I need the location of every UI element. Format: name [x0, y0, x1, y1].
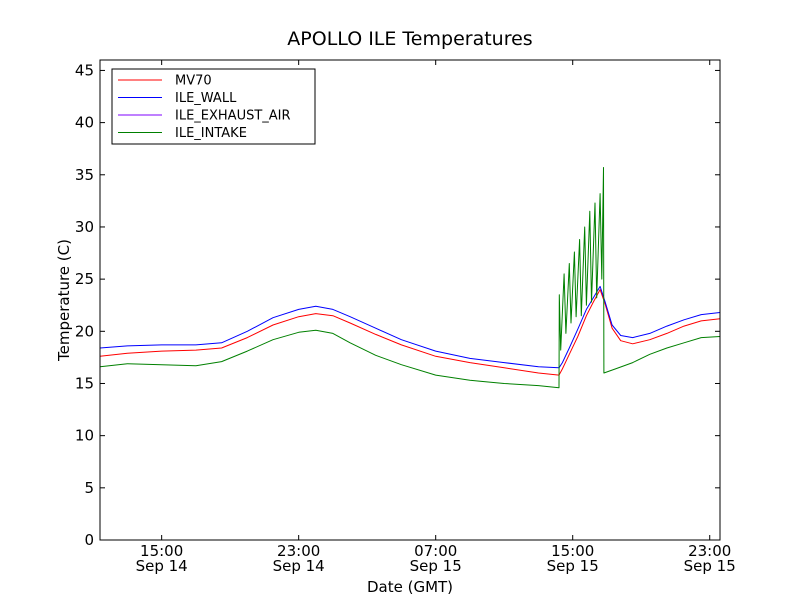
x-tick-label-date: Sep 15: [547, 557, 599, 575]
y-tick-label: 40: [75, 114, 94, 132]
legend-label: MV70: [175, 74, 212, 89]
legend-label: ILE_INTAKE: [175, 126, 247, 141]
chart-title: APOLLO ILE Temperatures: [287, 28, 532, 50]
series-group: [100, 167, 720, 389]
y-tick-label: 5: [84, 479, 94, 497]
y-tick-label: 0: [84, 531, 94, 549]
plot-frame: [99, 59, 721, 541]
y-tick-label: 30: [75, 218, 94, 236]
x-tick-label-date: Sep 14: [136, 557, 188, 575]
x-tick-label-date: Sep 15: [410, 557, 462, 575]
y-tick-label: 35: [75, 166, 94, 184]
series-line-mv70: [100, 289, 720, 376]
x-tick-label-date: Sep 14: [273, 557, 325, 575]
y-tick-label: 10: [75, 427, 94, 445]
y-tick-label: 45: [75, 61, 94, 79]
legend-label: ILE_EXHAUST_AIR: [175, 109, 291, 124]
x-tick-label-time: 07:00: [414, 542, 457, 560]
y-tick-label: 20: [75, 322, 94, 340]
series-line-ile-intake: [100, 167, 720, 389]
y-tick-label: 25: [75, 270, 94, 288]
legend-box: [111, 68, 316, 145]
series-line-ile-wall: [100, 285, 720, 369]
x-tick-label-time: 23:00: [277, 542, 320, 560]
x-axis-label: Date (GMT): [367, 578, 453, 596]
legend-label: ILE_WALL: [175, 91, 237, 106]
x-tick-label-time: 15:00: [551, 542, 594, 560]
y-tick-label: 15: [75, 374, 94, 392]
x-tick-label-date: Sep 15: [684, 557, 736, 575]
x-tick-label-time: 23:00: [688, 542, 731, 560]
y-axis-label: Temperature (C): [55, 239, 73, 362]
x-tick-label-time: 15:00: [140, 542, 183, 560]
legend: MV70 ILE_WALL ILE_EXHAUST_AIR ILE_INTAKE: [111, 68, 316, 145]
